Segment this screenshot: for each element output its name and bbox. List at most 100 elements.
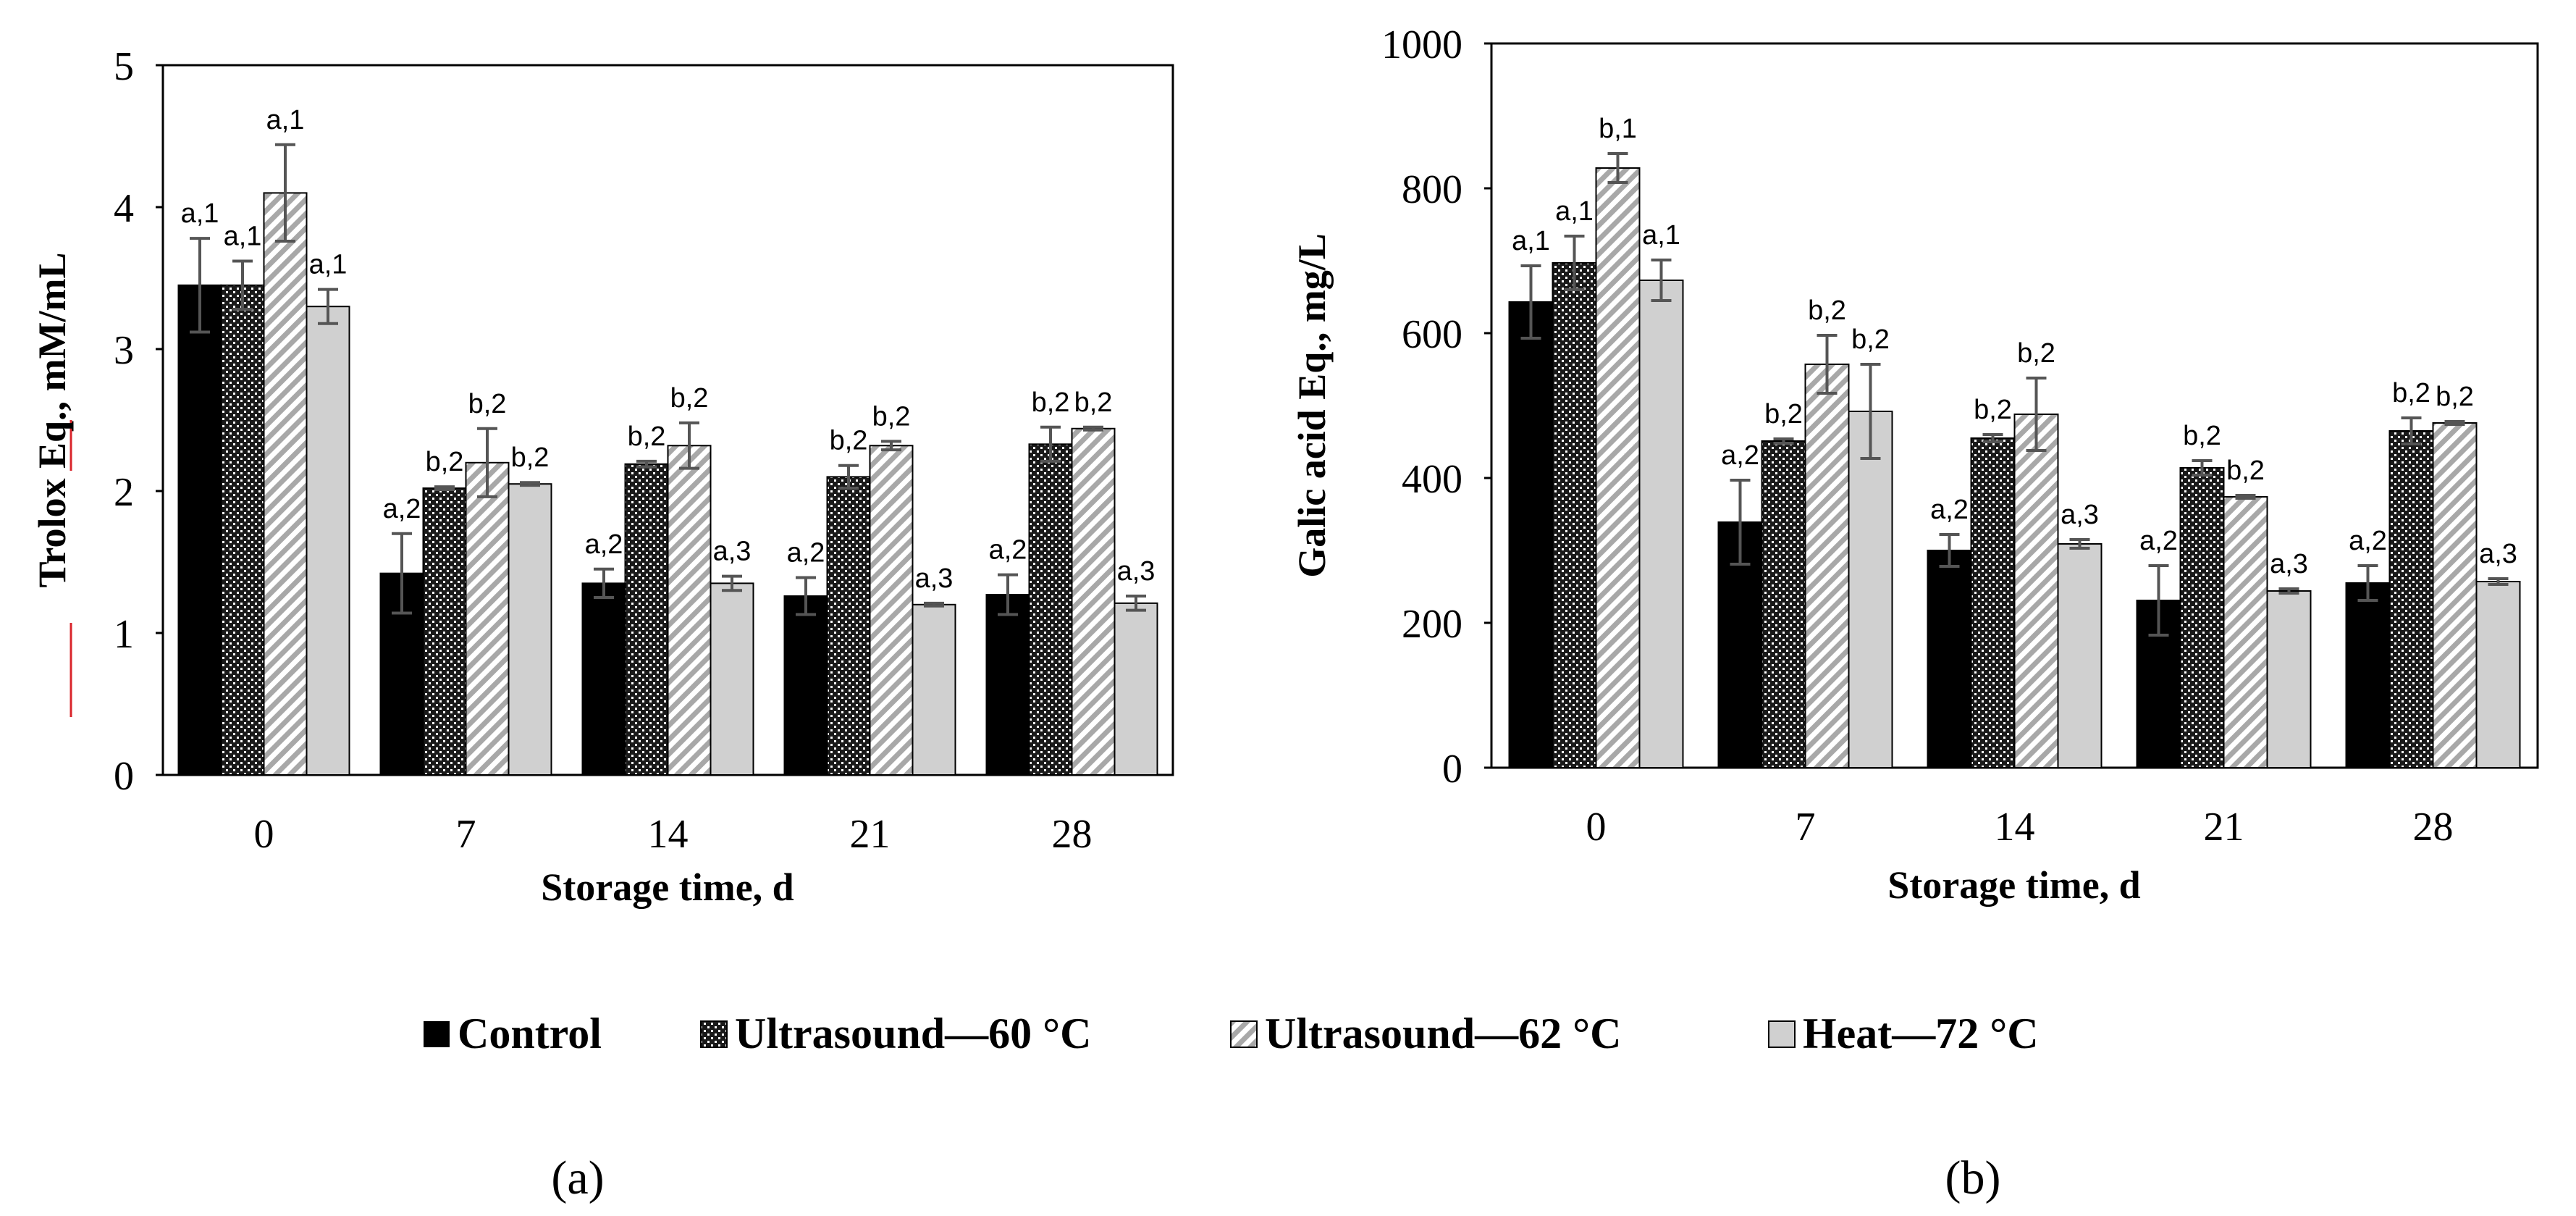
y-tick-label: 3 [114, 328, 134, 373]
x-tick-label: 0 [1586, 805, 1607, 850]
significance-label: a,2 [585, 529, 623, 560]
legend-label-ultrasound-62: Ultrasound—62 °C [1265, 1010, 1621, 1057]
bar-us62 [2432, 422, 2478, 768]
y-tick-label: 600 [1402, 312, 1462, 357]
bar-us60 [1552, 262, 1597, 768]
legend-swatch-heat [1768, 1020, 1796, 1048]
bar-heat [2475, 581, 2521, 768]
significance-label: a,2 [989, 535, 1027, 566]
significance-label: a,3 [2479, 539, 2517, 569]
legend: Control Ultrasound—60 °C Ultrasound—62 °… [424, 1010, 2039, 1057]
chart-a-marks: 0123450a,1a,1a,1a,17a,2b,2b,2b,214a,2b,2… [70, 44, 1158, 857]
significance-label: b,2 [468, 389, 507, 419]
bar-heat [1114, 602, 1158, 776]
bar-us60 [1761, 440, 1806, 768]
bar-us60 [2179, 467, 2225, 768]
x-tick-label: 0 [254, 812, 274, 857]
x-tick-label: 7 [1796, 805, 1816, 850]
x-tick-label: 21 [2204, 805, 2244, 850]
significance-label: a,3 [2061, 500, 2099, 530]
bar-heat [710, 582, 754, 776]
legend-item-ultrasound-62: Ultrasound—62 °C [1230, 1010, 1621, 1057]
bar-control [985, 594, 1030, 776]
bar-us60 [422, 487, 467, 776]
bar-us62 [667, 445, 712, 776]
bar-us62 [1595, 167, 1641, 768]
bar-us60 [2388, 430, 2434, 768]
significance-label: b,2 [1851, 324, 1890, 355]
significance-label: a,3 [1117, 556, 1156, 587]
bar-us62 [1804, 364, 1850, 768]
x-tick-label: 14 [648, 812, 689, 857]
significance-label: a,1 [181, 198, 219, 229]
legend-label-heat: Heat—72 °C [1803, 1010, 2039, 1057]
x-tick-label: 7 [456, 812, 476, 857]
y-tick-label: 1000 [1381, 22, 1462, 67]
significance-label: a,2 [2349, 526, 2387, 556]
significance-label: a,2 [383, 494, 421, 524]
y-tick-label: 1 [114, 612, 134, 657]
bar-control [783, 595, 828, 776]
x-tick-label: 14 [1995, 805, 2035, 850]
significance-label: b,2 [2017, 338, 2055, 369]
bar-us60 [826, 476, 871, 776]
significance-label: a,2 [787, 538, 825, 569]
significance-label: b,2 [2183, 421, 2221, 451]
chart-panel-b: 020040060080010000a,1a,1b,1a,17a,2b,2b,2… [1290, 22, 2539, 907]
significance-label: b,2 [2392, 378, 2430, 408]
bar-control [1927, 550, 1972, 768]
significance-label: a,3 [2270, 549, 2308, 579]
significance-label: a,1 [266, 105, 305, 135]
bar-heat [1848, 411, 1893, 768]
bar-us60 [220, 284, 265, 776]
bar-us62 [2223, 496, 2268, 768]
significance-label: b,2 [426, 447, 464, 477]
x-axis-title: Storage time, d [1887, 863, 2140, 907]
panel-label-a: (a) [551, 1152, 604, 1204]
legend-swatch-ultrasound-62 [1230, 1020, 1258, 1048]
bar-us60 [624, 463, 669, 776]
significance-label: b,2 [628, 422, 666, 452]
bar-us60 [1970, 437, 2016, 768]
bar-control [177, 284, 222, 776]
significance-label: b,2 [511, 443, 550, 473]
significance-label: b,2 [1074, 387, 1113, 418]
y-axis-title: Trolox Eq., mM/mL [30, 252, 74, 587]
y-tick-label: 0 [114, 754, 134, 799]
significance-label: b,2 [830, 426, 868, 456]
significance-label: b,2 [670, 383, 709, 414]
legend-swatch-control [424, 1021, 450, 1047]
y-tick-label: 4 [114, 186, 134, 231]
chart-panel-a: 0123450a,1a,1a,1a,17a,2b,2b,2b,214a,2b,2… [30, 44, 1174, 909]
y-tick-label: 2 [114, 470, 134, 515]
x-axis-title: Storage time, d [541, 865, 794, 909]
significance-label: b,1 [1599, 114, 1637, 144]
y-tick-label: 0 [1442, 747, 1462, 792]
legend-item-heat: Heat—72 °C [1768, 1010, 2039, 1057]
y-tick-label: 400 [1402, 457, 1462, 502]
panel-label-b: (b) [1945, 1152, 2001, 1204]
bar-heat [2266, 590, 2312, 768]
significance-label: b,2 [1764, 399, 1803, 429]
significance-label: b,2 [2436, 382, 2474, 412]
y-axis-title: Galic acid Eq., mg/L [1290, 233, 1334, 578]
legend-swatch-ultrasound-60 [700, 1020, 728, 1048]
bar-us62 [1071, 427, 1116, 776]
x-tick-label: 28 [1052, 812, 1093, 857]
significance-label: a,2 [2139, 526, 2178, 556]
bar-heat [508, 483, 552, 776]
legend-label-ultrasound-60: Ultrasound—60 °C [735, 1010, 1091, 1057]
significance-label: b,2 [872, 401, 911, 432]
significance-label: a,1 [309, 250, 348, 280]
bar-heat [2057, 543, 2103, 768]
bar-heat [912, 603, 956, 776]
bar-heat [306, 306, 350, 776]
chart-b-marks: 020040060080010000a,1a,1b,1a,17a,2b,2b,2… [1381, 22, 2521, 850]
significance-label: a,1 [1512, 226, 1550, 256]
bar-heat [1638, 280, 1684, 768]
significance-label: a,3 [713, 537, 752, 567]
significance-label: a,2 [1930, 495, 1969, 525]
bar-control [1508, 301, 1554, 768]
significance-label: b,2 [1974, 395, 2012, 425]
x-tick-label: 21 [850, 812, 891, 857]
